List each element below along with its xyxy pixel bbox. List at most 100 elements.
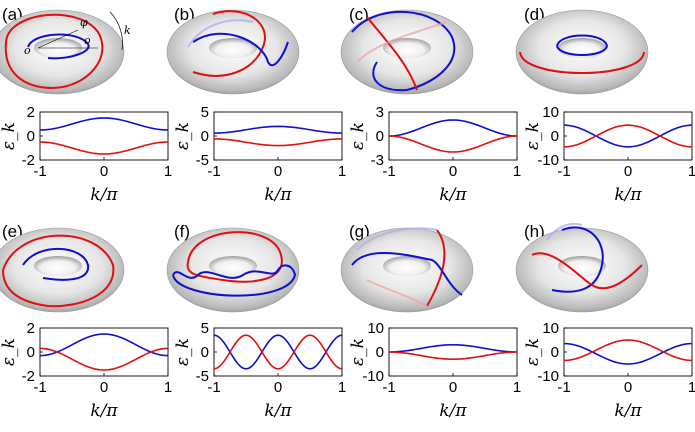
y-tick-label: 10	[542, 104, 559, 121]
x-axis-label: k/π	[614, 401, 642, 421]
band-line-red	[388, 351, 518, 361]
torus-body	[0, 9, 125, 95]
x-tick-label: 1	[164, 163, 172, 180]
y-tick-label: 0	[551, 128, 559, 145]
x-tick-label: 0	[624, 379, 632, 396]
torus-curve	[27, 33, 90, 60]
x-tick-label: 0	[100, 379, 108, 396]
panel-c: (c) 3 0 -3-1 0 1 k/π ε_k	[340, 5, 521, 205]
k-label: k	[124, 24, 131, 37]
x-tick-label: 1	[513, 163, 521, 180]
band-line-blue	[388, 343, 518, 353]
torus	[166, 9, 300, 95]
y-tick-label: 2	[27, 104, 35, 121]
panel-d: (d)100-10-1 0 1k/πε_k	[515, 5, 695, 205]
plot-frame	[213, 111, 343, 161]
torus-curve	[366, 279, 428, 307]
x-tick-label: -1	[33, 379, 46, 396]
y-tick-label: -2	[22, 368, 35, 385]
torus	[0, 227, 125, 313]
torus-curve	[192, 32, 289, 67]
y-tick-label: 10	[367, 320, 384, 337]
o-tube-label: o	[84, 34, 91, 47]
y-tick-label: 0	[376, 344, 384, 361]
panel-label: (e)	[2, 222, 23, 241]
y-tick-label: -3	[371, 152, 384, 169]
y-axis-label: ε_k	[0, 122, 19, 150]
torus	[166, 227, 300, 313]
torus-curve	[356, 21, 448, 63]
panel-b: (b) 5 0 -5-1 0 1 k/π ε_k	[166, 5, 346, 205]
x-tick-label: -1	[382, 379, 395, 396]
band-line-blue	[39, 117, 169, 131]
plot-frame	[563, 111, 693, 161]
x-tick-label: 0	[449, 163, 457, 180]
plot-frame	[563, 327, 693, 377]
y-tick-label: 3	[376, 104, 384, 121]
torus-curve	[192, 10, 266, 77]
x-tick-label: -1	[557, 163, 570, 180]
x-tick-label: 0	[274, 163, 282, 180]
torus	[515, 9, 649, 95]
torus-curve	[356, 227, 438, 251]
band-line-red	[213, 138, 343, 147]
x-tick-label: 0	[100, 163, 108, 180]
x-tick-label: 0	[274, 379, 282, 396]
torus-hole	[558, 256, 606, 276]
panel-label: (b)	[174, 5, 195, 24]
band-line-blue	[39, 333, 169, 357]
x-axis-label: k/π	[614, 185, 642, 205]
y-axis-label: ε_k	[173, 122, 193, 150]
torus-curve	[531, 252, 643, 290]
plot-frame	[39, 327, 169, 377]
y-axis-label: ε_k	[0, 338, 19, 366]
x-tick-label: -1	[207, 379, 220, 396]
y-tick-label: 0	[201, 344, 209, 361]
x-axis-label: k/π	[90, 401, 118, 421]
plot-frame	[39, 111, 169, 161]
torus-curve	[2, 234, 115, 308]
band-line-red	[388, 135, 518, 153]
y-tick-label: 0	[376, 128, 384, 145]
torus-hole	[34, 256, 82, 276]
y-tick-label: 2	[27, 320, 35, 337]
torus-curve	[366, 16, 418, 91]
x-tick-label: 1	[513, 379, 521, 396]
band-line-red	[563, 339, 693, 362]
phi-label: φ	[80, 16, 88, 29]
x-axis-label: k/π	[264, 401, 292, 421]
x-axis-label: k/π	[264, 185, 292, 205]
panel-label: (f)	[174, 222, 190, 241]
plot-frame	[388, 327, 518, 377]
x-axis-label: k/π	[439, 401, 467, 421]
y-tick-label: 5	[201, 104, 209, 121]
torus-hole	[209, 38, 257, 58]
panel-label: (h)	[524, 222, 545, 241]
y-tick-label: -10	[537, 368, 559, 385]
panel-label: (d)	[524, 5, 545, 24]
torus-curve	[187, 19, 254, 48]
y-tick-label: -2	[22, 152, 35, 169]
band-line-blue	[213, 334, 343, 370]
torus	[515, 222, 649, 313]
band-line-red	[39, 347, 169, 371]
y-tick-label: 5	[201, 320, 209, 337]
y-axis-label: ε_k	[523, 122, 543, 150]
x-tick-label: 0	[449, 379, 457, 396]
x-tick-label: -1	[207, 163, 220, 180]
y-tick-label: 0	[551, 344, 559, 361]
x-tick-label: 1	[338, 163, 346, 180]
band-line-blue	[388, 119, 518, 137]
band-line-blue	[213, 125, 343, 134]
y-tick-label: 0	[201, 128, 209, 145]
y-tick-label: -10	[537, 152, 559, 169]
radius-line	[37, 29, 79, 49]
y-tick-label: -5	[196, 368, 209, 385]
torus-curve	[351, 252, 463, 296]
torus	[340, 227, 474, 313]
panel-h: (h)100-10-1 0 1k/πε_k	[515, 222, 695, 421]
x-tick-label: 1	[164, 379, 172, 396]
y-axis-label: ε_k	[173, 338, 193, 366]
x-tick-label: -1	[382, 163, 395, 180]
